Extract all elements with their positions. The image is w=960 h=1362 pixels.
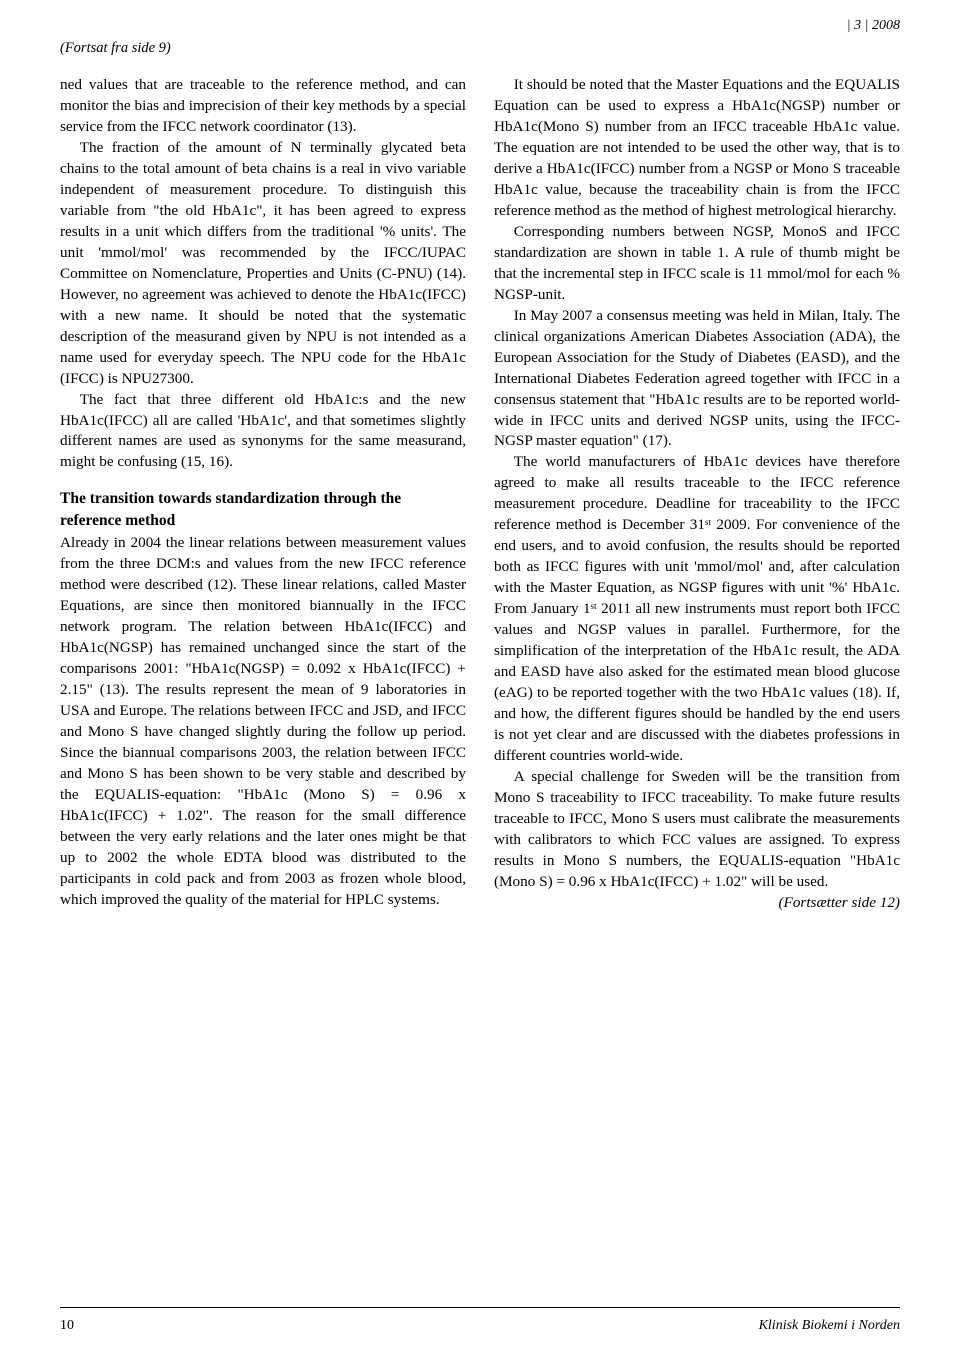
page-number: 10 (60, 1318, 74, 1334)
paragraph: In May 2007 a consensus meeting was held… (494, 306, 900, 453)
publication-name: Klinisk Biokemi i Norden (759, 1318, 900, 1334)
body-text-columns: ned values that are traceable to the ref… (60, 75, 900, 914)
section-heading: The transition towards standardization t… (60, 488, 466, 531)
paragraph: The fact that three different old HbA1c:… (60, 390, 466, 474)
paragraph: Already in 2004 the linear relations bet… (60, 533, 466, 910)
paragraph: A special challenge for Sweden will be t… (494, 767, 900, 893)
continues-on-note: (Fortsætter side 12) (494, 893, 900, 914)
paragraph: ned values that are traceable to the ref… (60, 75, 466, 138)
header-issue-year: | 3 | 2008 (847, 18, 900, 34)
paragraph: The fraction of the amount of N terminal… (60, 138, 466, 390)
paragraph: The world manufacturers of HbA1c devices… (494, 452, 900, 767)
page-footer: 10 Klinisk Biokemi i Norden (60, 1307, 900, 1334)
paragraph: Corresponding numbers between NGSP, Mono… (494, 222, 900, 306)
paragraph: It should be noted that the Master Equat… (494, 75, 900, 222)
continued-from-note: (Fortsat fra side 9) (60, 40, 900, 57)
